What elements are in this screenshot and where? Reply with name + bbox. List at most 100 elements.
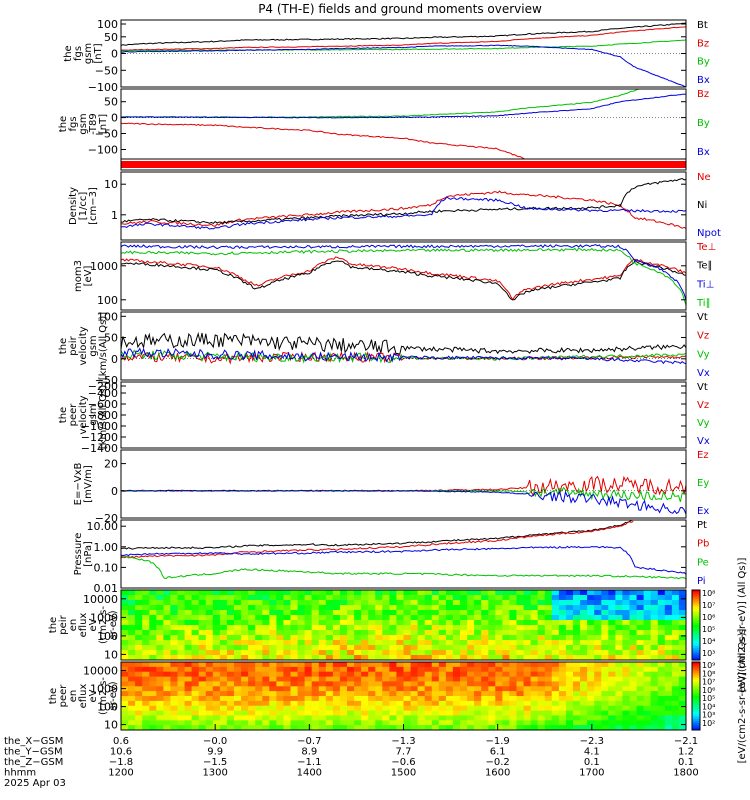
series-line-Ti⊥ [121, 244, 686, 301]
colorbar-tick-label: 10⁴ [702, 702, 715, 711]
series-line-Bx [121, 93, 686, 119]
legend-Vz: Vz [697, 400, 709, 411]
legend-Vx: Vx [697, 368, 710, 379]
time-row-value: 1300 [202, 768, 227, 779]
colorbar-tick-label: 10⁶ [702, 613, 715, 622]
colorbar-tick-label: 10³ [702, 711, 715, 720]
series-line-Ex [121, 489, 686, 515]
series-line-Pe [121, 555, 686, 580]
y-tick-label: −600 [88, 398, 118, 411]
colorbar-tick-label: 10⁷ [702, 678, 715, 687]
series-line-Vx [121, 347, 686, 365]
panel-1: Bz By Bx 50 0 −50 −100 thefgsgsm-T89[nT] [58, 88, 710, 160]
y-tick-label: −1400 [81, 442, 118, 455]
y-axis-label: thefgsgsm[nT] [63, 43, 104, 64]
legend-Bz: Bz [697, 38, 709, 49]
y-axis-label: thepeirenefluxeV(cm2-s-sr-eV) [48, 606, 119, 644]
colorbar-tick-label: 10⁶ [702, 686, 715, 695]
legend-Bx: Bx [697, 147, 710, 158]
y-tick-label: −200 [88, 380, 118, 393]
y-tick-label: 0.01 [94, 582, 119, 595]
series-line-Te⊥ [121, 256, 686, 301]
series-group [121, 244, 686, 306]
legend-Pb: Pb [697, 539, 709, 550]
y-tick-label: −20 [95, 512, 118, 525]
legend-Ez: Ez [697, 450, 709, 461]
series-line-By [121, 89, 639, 119]
y-tick-label: 100 [97, 701, 118, 714]
series-line-Te∥ [121, 259, 686, 301]
time-row-value: −1.1 [297, 757, 321, 768]
time-row-value: −1.9 [486, 736, 510, 747]
y-axis-label: mom3[eV] [73, 260, 94, 292]
panel-7: Ez Ey Ex 20 0 −20E=−VxB[mV/m] [73, 449, 709, 525]
y-tick-label: 100 [97, 630, 118, 643]
series-line-Vt [121, 331, 686, 356]
time-row-value: −1.8 [109, 757, 133, 768]
legend-Te∥: Te∥ [696, 261, 713, 272]
panel-frame [120, 311, 687, 381]
panel-frame [120, 449, 687, 519]
series-group [121, 331, 686, 365]
legend-Ex: Ex [697, 506, 709, 517]
y-tick-label: −400 [88, 387, 118, 400]
panel-frame [120, 158, 687, 171]
y-tick-label: −1000 [81, 420, 118, 433]
time-row-value: 1.2 [678, 747, 694, 758]
colorbar: 10⁸ 10⁷ 10⁶ 10⁵ 10⁴ 10³ [691, 589, 715, 661]
time-row-value: 0.6 [113, 736, 129, 747]
legend-Npot: Npot [697, 228, 721, 239]
time-row-value: 1200 [108, 768, 133, 779]
time-row-value: 1500 [391, 768, 416, 779]
colorbar-tick-label: 10⁵ [702, 625, 715, 634]
y-axis-label: thepeervelocitygsm[km/s(All Qs)] [58, 381, 109, 449]
panel-frame [120, 241, 687, 311]
y-tick-label: 0 [111, 485, 118, 498]
y-tick-label: 50 [104, 31, 118, 44]
legend-Vt: Vt [697, 312, 708, 323]
colorbar-tick-label: 10⁵ [702, 694, 715, 703]
legend-Vz: Vz [697, 331, 709, 342]
time-row-value: −2.1 [674, 736, 698, 747]
series-line-Bz [121, 26, 686, 51]
date-label: 2025 Apr 03 [4, 778, 66, 789]
legend-Ne: Ne [697, 172, 711, 183]
legend-By: By [697, 57, 710, 68]
time-row-value: −1.5 [203, 757, 227, 768]
y-tick-label: 0.10 [94, 561, 119, 574]
y-tick-label: 10 [104, 719, 118, 732]
legend-Ey: Ey [697, 478, 709, 489]
time-row-label: hhmm [4, 768, 36, 779]
y-tick-label: 1000 [90, 260, 118, 273]
colorbar-tick-label: 10⁸ [702, 589, 715, 598]
time-row-value: 10.6 [110, 747, 132, 758]
time-row-value: 0.1 [584, 757, 600, 768]
colorbar-label: [eV/(cm2-s-sr-eV)] (All Qs)] [737, 557, 748, 692]
legend-Vy: Vy [697, 349, 710, 360]
y-tick-label: −800 [88, 409, 118, 422]
legend-Te⊥: Te⊥ [696, 242, 716, 253]
y-tick-label: 1 [111, 209, 118, 222]
y-tick-label: 1.00 [94, 541, 119, 554]
time-row-value: 1700 [579, 768, 604, 779]
time-row-value: 1800 [673, 768, 698, 779]
y-tick-label: 0 [111, 112, 118, 125]
red-bar [121, 161, 686, 168]
legend-Pt: Pt [697, 520, 707, 531]
panel-frame [120, 589, 687, 661]
panel-10: 10⁹10⁸10⁷10⁶10⁵10⁴10³10²10000100010010th… [48, 628, 748, 763]
panel-frame [120, 381, 687, 449]
y-tick-label: 10000 [83, 593, 118, 606]
time-row-value: −1.3 [391, 736, 415, 747]
colorbar-label: [eV/(cm2-s-sr-eV)] (All Qs)] [737, 628, 748, 763]
legend-Ni: Ni [697, 200, 707, 211]
series-line-Ni [121, 177, 686, 225]
spectrogram [121, 662, 686, 730]
series-line-Bz [121, 122, 527, 159]
time-row-value: 0.1 [678, 757, 694, 768]
time-row-value: 4.1 [584, 747, 600, 758]
